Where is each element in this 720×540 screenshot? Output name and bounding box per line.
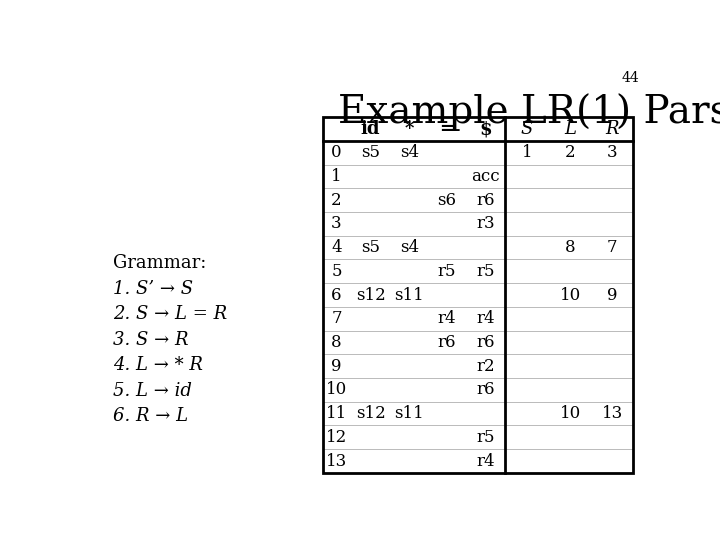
Text: r6: r6 <box>476 334 495 351</box>
Text: 4. L → * R: 4. L → * R <box>113 356 203 374</box>
Text: 2: 2 <box>565 144 576 161</box>
Text: 8: 8 <box>565 239 576 256</box>
Text: 11: 11 <box>326 405 347 422</box>
Text: acc: acc <box>471 168 500 185</box>
Text: 12: 12 <box>326 429 347 446</box>
Text: 6: 6 <box>331 287 342 303</box>
Text: r5: r5 <box>476 263 495 280</box>
Text: 8: 8 <box>331 334 342 351</box>
Text: 3. S → R: 3. S → R <box>113 330 189 349</box>
Text: 7: 7 <box>331 310 342 327</box>
Text: 1: 1 <box>331 168 342 185</box>
Text: s11: s11 <box>395 405 424 422</box>
Text: 13: 13 <box>602 405 623 422</box>
Text: L: L <box>564 120 577 138</box>
Text: 2: 2 <box>331 192 342 208</box>
Text: 1. S’ → S: 1. S’ → S <box>113 280 194 298</box>
Text: r2: r2 <box>476 357 495 375</box>
Text: R: R <box>606 120 619 138</box>
Text: 1: 1 <box>522 144 532 161</box>
Text: 9: 9 <box>331 357 342 375</box>
Text: 7: 7 <box>607 239 618 256</box>
Text: s12: s12 <box>356 287 385 303</box>
Text: r5: r5 <box>476 429 495 446</box>
Text: s5: s5 <box>361 144 380 161</box>
Text: 5. L → id: 5. L → id <box>113 381 192 400</box>
Text: 6. R → L: 6. R → L <box>113 407 189 425</box>
Text: r6: r6 <box>476 381 495 399</box>
Text: r4: r4 <box>476 453 495 470</box>
Text: r5: r5 <box>437 263 456 280</box>
Text: r4: r4 <box>437 310 456 327</box>
Text: *: * <box>405 120 414 138</box>
Text: 4: 4 <box>331 239 342 256</box>
Text: s6: s6 <box>437 192 456 208</box>
Text: 2. S → L = R: 2. S → L = R <box>113 305 228 323</box>
Text: s4: s4 <box>400 144 419 161</box>
Text: 3: 3 <box>607 144 618 161</box>
Text: $: $ <box>479 120 492 138</box>
Text: S: S <box>521 120 534 138</box>
Text: s5: s5 <box>361 239 380 256</box>
Text: 10: 10 <box>560 287 581 303</box>
Text: =: = <box>439 120 454 138</box>
Text: id: id <box>361 120 380 138</box>
Text: s12: s12 <box>356 405 385 422</box>
Text: r3: r3 <box>476 215 495 232</box>
Text: s4: s4 <box>400 239 419 256</box>
Text: 9: 9 <box>607 287 618 303</box>
Text: 5: 5 <box>331 263 342 280</box>
Text: 13: 13 <box>326 453 347 470</box>
Text: Grammar:: Grammar: <box>113 254 207 273</box>
Text: Example LR(1) Parsing Table: Example LR(1) Parsing Table <box>338 94 720 132</box>
Text: 44: 44 <box>622 71 639 85</box>
Text: r4: r4 <box>476 310 495 327</box>
Text: s11: s11 <box>395 287 424 303</box>
Text: r6: r6 <box>476 192 495 208</box>
Text: 3: 3 <box>331 215 342 232</box>
Text: 10: 10 <box>560 405 581 422</box>
Text: 10: 10 <box>326 381 347 399</box>
Text: r6: r6 <box>437 334 456 351</box>
Text: 0: 0 <box>331 144 342 161</box>
